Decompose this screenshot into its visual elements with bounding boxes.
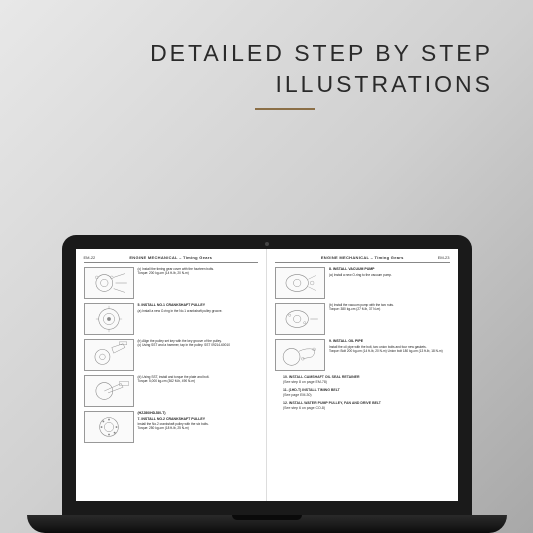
step-illustration — [84, 303, 134, 335]
step-text: 8. INSTALL VACUUM PUMP (a) Install a new… — [329, 267, 450, 299]
heading-underline — [255, 108, 315, 110]
step-row: 8. INSTALL VACUUM PUMP (a) Install a new… — [275, 267, 450, 299]
step-row: (b) Install the vacuum pump with the two… — [275, 303, 450, 335]
step-row: (c) Install the timing gear cover with t… — [84, 267, 259, 299]
laptop-notch — [232, 515, 302, 520]
step-text: 5. INSTALL NO.1 CRANKSHAFT PULLEY (a) In… — [138, 303, 259, 335]
step-row: 5. INSTALL NO.1 CRANKSHAFT PULLEY (a) In… — [84, 303, 259, 335]
step-text-only: 12. INSTALL WATER PUMP PULLEY, FAN AND D… — [283, 401, 450, 410]
page-number-left: EM-22 — [84, 255, 96, 260]
manual-left-page: EM-22 ENGINE MECHANICAL – Timing Gears (… — [76, 249, 268, 501]
step-text: (HZJ80/HDJ80-T) 7. INSTALL NO.2 CRANKSHA… — [138, 411, 259, 443]
step-illustration — [275, 303, 325, 335]
main-heading: DETAILED STEP BY STEP ILLUSTRATIONS — [150, 38, 493, 100]
step-row: 9. INSTALL OIL PIPE Install the oil pipe… — [275, 339, 450, 371]
step-text: (c) Install the timing gear cover with t… — [138, 267, 259, 299]
step-text-only: 11. (1HD-T) INSTALL TIMING BELT (See pag… — [283, 388, 450, 397]
page-header-right: ENGINE MECHANICAL – Timing Gears — [275, 255, 450, 263]
laptop-base — [27, 515, 507, 533]
manual-right-page: EM-23 ENGINE MECHANICAL – Timing Gears 8… — [267, 249, 458, 501]
step-illustration — [84, 267, 134, 299]
step-row: (b) Align the pulley set key with the ke… — [84, 339, 259, 371]
heading-line1: DETAILED STEP BY STEP — [150, 38, 493, 69]
step-text: 9. INSTALL OIL PIPE Install the oil pipe… — [329, 339, 450, 371]
step-illustration — [275, 339, 325, 371]
step-row: (d) Using SST, install and torque the pl… — [84, 375, 259, 407]
laptop-screen: EM-22 ENGINE MECHANICAL – Timing Gears (… — [62, 235, 472, 515]
step-text-only: 10. INSTALL CAMSHAFT OIL SEAL RETAINER (… — [283, 375, 450, 384]
step-illustration — [84, 411, 134, 443]
page-header-left: ENGINE MECHANICAL – Timing Gears — [84, 255, 259, 263]
manual-pages: EM-22 ENGINE MECHANICAL – Timing Gears (… — [76, 249, 458, 501]
step-text: (b) Align the pulley set key with the ke… — [138, 339, 259, 371]
laptop-mockup: EM-22 ENGINE MECHANICAL – Timing Gears (… — [27, 235, 507, 533]
step-text: (d) Using SST, install and torque the pl… — [138, 375, 259, 407]
step-row: (HZJ80/HDJ80-T) 7. INSTALL NO.2 CRANKSHA… — [84, 411, 259, 443]
step-illustration — [84, 339, 134, 371]
page-number-right: EM-23 — [438, 255, 450, 260]
step-text: (b) Install the vacuum pump with the two… — [329, 303, 450, 335]
heading-line2: ILLUSTRATIONS — [150, 69, 493, 100]
step-illustration — [275, 267, 325, 299]
step-illustration — [84, 375, 134, 407]
